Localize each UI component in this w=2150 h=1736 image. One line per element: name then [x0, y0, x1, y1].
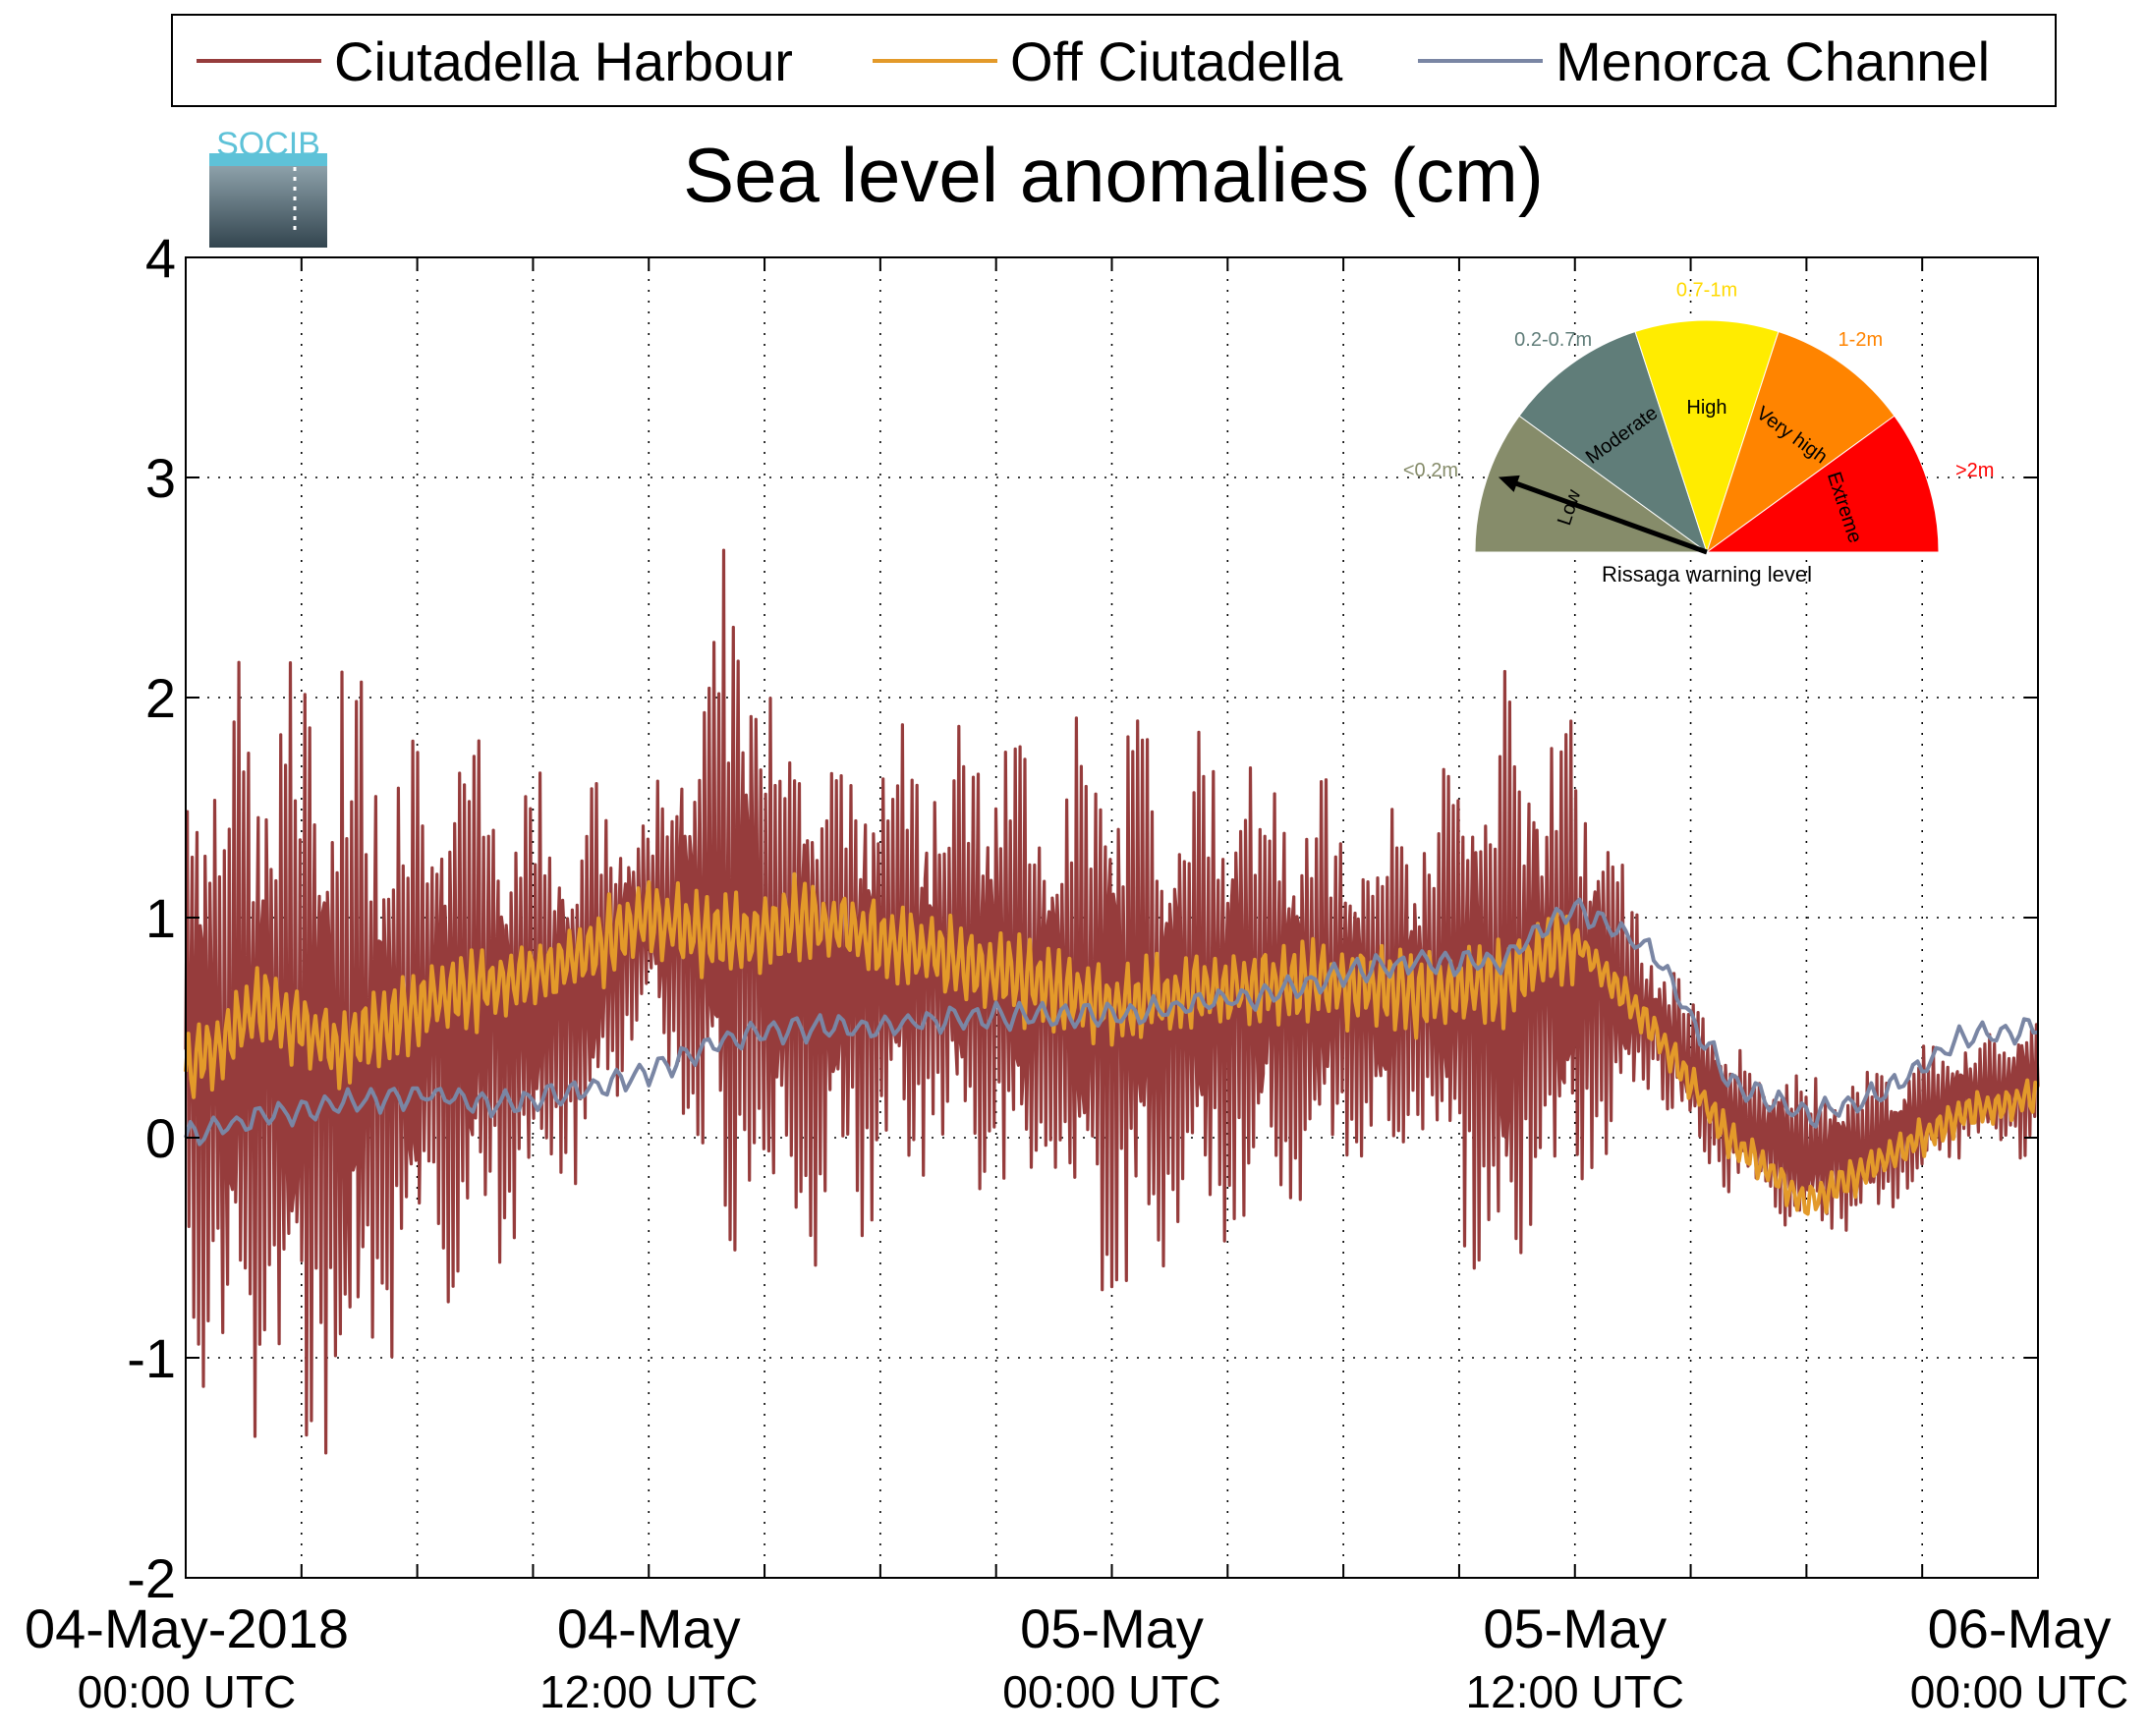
legend-label-off-ciutadella: Off Ciutadella: [1010, 30, 1343, 92]
y-tick-label: -2: [127, 1547, 176, 1609]
gauge-sector-very-high: [1706, 330, 1895, 554]
logo-text: SOCIB: [216, 126, 320, 163]
y-tick-label: 4: [145, 227, 176, 289]
gauge-needle-head: [1498, 475, 1520, 492]
gauge-range-extreme: >2m: [1955, 460, 1994, 481]
x-tick-label-date: 05-May: [1020, 1597, 1204, 1659]
y-tick-label: 0: [145, 1107, 176, 1169]
gauge-sector-label-high: High: [1686, 397, 1726, 419]
x-tick-label-time: 12:00 UTC: [1466, 1666, 1684, 1717]
gauge-range-very-high: 1-2m: [1839, 329, 1884, 351]
x-tick-label-date: 06-May: [1928, 1597, 2112, 1659]
gauge-sector-high: [1634, 319, 1780, 554]
gauge-sector-moderate: [1518, 330, 1708, 554]
y-tick-labels: 4 3 2 1 0 -1 -2: [127, 227, 176, 1609]
gauge-range-low: <0.2m: [1403, 460, 1458, 481]
legend-box: [171, 14, 2057, 107]
y-tick-label: 3: [145, 447, 176, 509]
y-tick-label: -1: [127, 1327, 176, 1389]
x-tick-label-time: 00:00 UTC: [1910, 1666, 2128, 1717]
gauge-needle: [1502, 476, 1708, 555]
y-tick-label: 1: [145, 887, 176, 949]
x-tick-label-time: 00:00 UTC: [1002, 1666, 1220, 1717]
gauge-caption: Rissaga warning level: [1602, 562, 1812, 587]
legend: Ciutadella Harbour Off Ciutadella Menorc…: [171, 14, 2057, 107]
socib-logo: SOCIB: [209, 126, 327, 248]
x-tick-labels: 04-May-2018 00:00 UTC 04-May 12:00 UTC 05-Ma…: [25, 1597, 2128, 1717]
chart-title: Sea level anomalies (cm): [683, 132, 1544, 218]
x-tick-label-time: 12:00 UTC: [539, 1666, 758, 1717]
gauge-sector-low: [1474, 415, 1709, 553]
x-tick-label-date: 04-May-2018: [25, 1597, 349, 1659]
x-tick-label-date: 05-May: [1483, 1597, 1667, 1659]
gauge-sector-extreme: [1705, 415, 1940, 553]
x-tick-label-time: 00:00 UTC: [78, 1666, 296, 1717]
series-layer: [184, 548, 2040, 1455]
series-line-menorca-channel: [184, 897, 2039, 1147]
gauge-range-high: 0.7-1m: [1676, 279, 1737, 301]
y-tick-label: 2: [145, 667, 176, 729]
x-tick-label-date: 04-May: [557, 1597, 741, 1659]
gauge-range-moderate: 0.2-0.7m: [1514, 329, 1592, 351]
axis-ticks: [186, 257, 2038, 1578]
series-line-off-ciutadella: [184, 871, 2040, 1216]
legend-label-menorca-channel: Menorca Channel: [1556, 30, 1990, 92]
legend-label-ciutadella-harbour: Ciutadella Harbour: [334, 30, 793, 92]
